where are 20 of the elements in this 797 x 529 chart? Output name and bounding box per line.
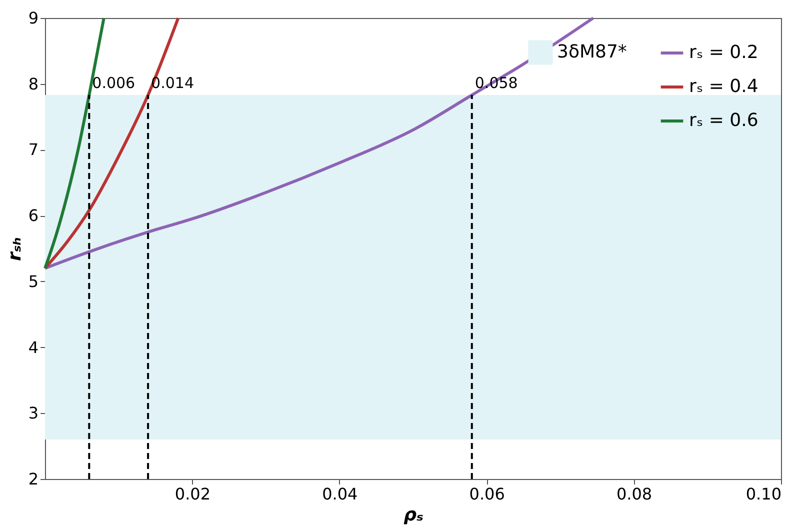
y-axis-title: rₛₕ [4, 237, 26, 261]
legend-label: rₛ = 0.2 [689, 42, 758, 63]
y-tick-label: 8 [28, 74, 38, 94]
x-tick-label: 0.02 [174, 484, 211, 504]
x-tick-label: 0.04 [322, 484, 358, 504]
y-tick-label: 5 [28, 272, 38, 291]
y-tick-label: 7 [28, 140, 38, 160]
legend-label: rₛ = 0.4 [689, 76, 758, 97]
x-tick-label: 0.06 [469, 484, 505, 504]
ref-line-label: 0.006 [92, 74, 136, 92]
x-axis-title: ρₛ [404, 504, 424, 526]
y-tick-label: 4 [28, 338, 38, 357]
y-tick-label: 2 [28, 470, 38, 488]
legend-label: 3δM87* [557, 42, 627, 62]
y-tick-label: 6 [28, 206, 38, 226]
y-tick-label: 3 [28, 404, 38, 423]
x-tick-label: 0.08 [616, 484, 652, 504]
legend-label: rₛ = 0.6 [689, 110, 758, 131]
y-tick-label: 9 [28, 8, 38, 28]
x-tick-label: 0.10 [746, 484, 782, 504]
